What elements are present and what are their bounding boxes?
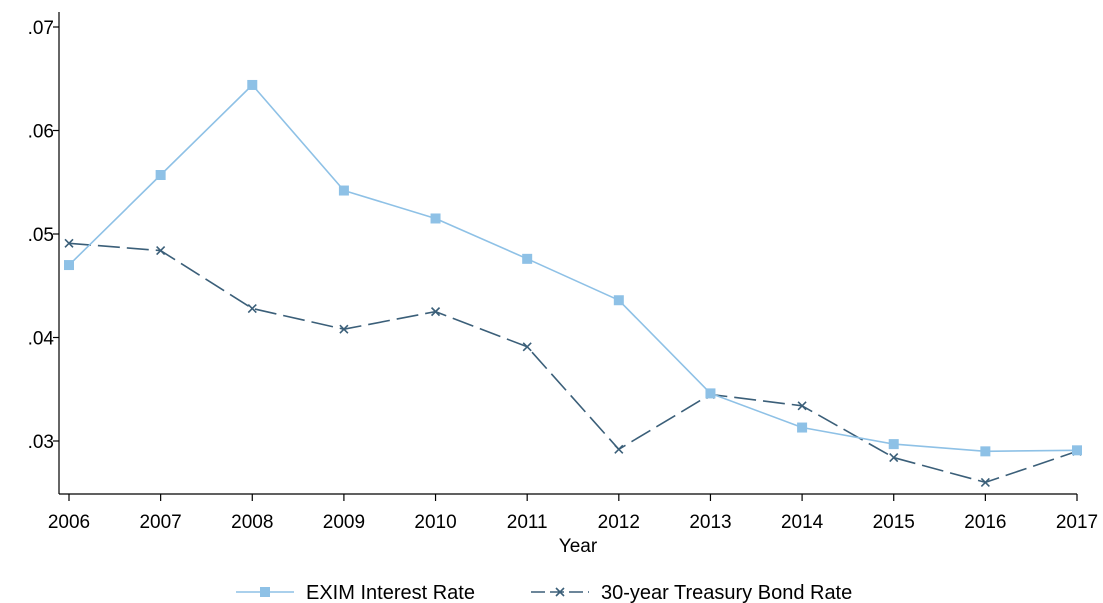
- data-point-treasury: [247, 303, 257, 314]
- x-tick-label: 2009: [323, 512, 365, 533]
- data-point-exim: [888, 439, 899, 450]
- data-point-treasury: [980, 477, 990, 487]
- data-point-exim: [797, 422, 808, 433]
- legend: EXIM Interest Rate 30-year Treasury Bond …: [236, 582, 852, 603]
- data-point-treasury: [339, 324, 349, 334]
- data-point-exim: [613, 295, 624, 306]
- legend-label-exim: EXIM Interest Rate: [306, 582, 475, 603]
- x-tick-label: 2014: [781, 512, 824, 533]
- series-line-treasury: [68, 242, 1078, 484]
- x-tick-label: 2016: [964, 512, 1006, 533]
- legend-label-treasury: 30-year Treasury Bond Rate: [601, 582, 852, 603]
- x-tick-label: 2008: [231, 512, 273, 533]
- x-tick-label: 2015: [873, 512, 915, 533]
- data-point-treasury: [522, 342, 532, 352]
- data-point-treasury: [797, 401, 807, 411]
- y-tick-label: .04: [28, 329, 55, 350]
- data-point-treasury: [430, 307, 441, 317]
- axes-layer: .03 .04 .05 .06 .07 2006 2007 2008 2009 2010 2011 2…: [28, 12, 1098, 533]
- data-point-exim: [1072, 445, 1082, 456]
- data-point-exim: [155, 170, 166, 181]
- y-tick-label: .06: [28, 122, 54, 143]
- data-point-exim: [705, 388, 716, 399]
- series-line-exim: [68, 84, 1078, 453]
- data-point-exim: [247, 79, 258, 90]
- legend-marker-treasury: [555, 587, 565, 597]
- x-tick-label: 2010: [414, 512, 456, 533]
- data-point-treasury: [889, 452, 899, 463]
- y-tick-label: .05: [28, 225, 54, 246]
- data-point-exim: [338, 185, 349, 196]
- series-exim: [64, 79, 1082, 457]
- y-tick-label: .07: [28, 18, 54, 39]
- data-point-treasury: [156, 245, 166, 256]
- data-point-exim: [430, 213, 441, 224]
- series-treasury: [64, 238, 1082, 487]
- data-point-treasury: [64, 238, 74, 248]
- x-tick-label: 2007: [139, 512, 181, 533]
- x-axis-title: Year: [559, 536, 598, 557]
- legend-item-treasury: 30-year Treasury Bond Rate: [531, 582, 852, 603]
- x-tick-label: 2017: [1056, 512, 1098, 533]
- x-tick-label: 2013: [689, 512, 731, 533]
- legend-item-exim: EXIM Interest Rate: [236, 582, 475, 603]
- x-tick-label: 2012: [598, 512, 640, 533]
- y-tick-label: .03: [28, 432, 54, 453]
- data-point-treasury: [614, 444, 624, 454]
- data-point-exim: [980, 446, 991, 457]
- data-point-exim: [64, 260, 74, 271]
- x-tick-label: 2006: [48, 512, 90, 533]
- x-tick-label: 2011: [507, 512, 548, 533]
- data-point-exim: [522, 253, 533, 264]
- legend-marker-exim: [260, 587, 270, 597]
- series-layer: [64, 79, 1082, 487]
